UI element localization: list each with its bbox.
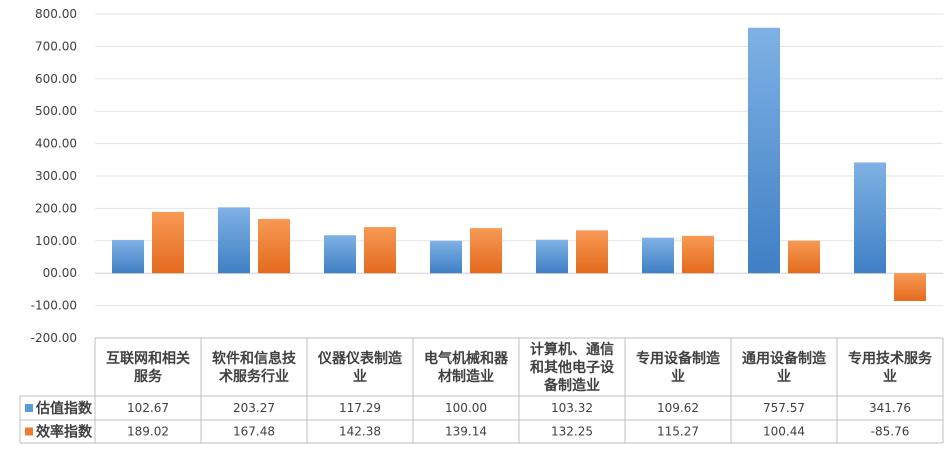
data-value-label: 167.48 [233, 425, 275, 439]
bars [112, 27, 926, 301]
bar-efficiency [258, 218, 290, 274]
series-name: 效率指数 [36, 424, 93, 441]
legend-key-efficiency [25, 427, 33, 436]
data-value-label: 117.29 [339, 401, 381, 415]
bar-efficiency [894, 273, 926, 301]
data-value-label: 139.14 [445, 425, 487, 439]
y-tick-label: 100.00 [35, 234, 77, 248]
category-label: 通用设备制造业 [742, 350, 826, 385]
bar-valuation [642, 237, 674, 274]
series-name: 估值指数 [35, 400, 93, 417]
category-label: 专用设备制造业 [636, 350, 720, 385]
data-value-label: 132.25 [551, 425, 593, 439]
data-value-label: 103.32 [551, 401, 593, 415]
category-label: 计算机、通信和其他电子设备制造业 [530, 341, 615, 394]
data-value-label: 142.38 [339, 425, 381, 439]
data-value-label: 109.62 [657, 401, 699, 415]
y-tick-label: 400.00 [35, 137, 77, 151]
data-value-label: 203.27 [233, 401, 275, 415]
data-value-label: 189.02 [127, 425, 169, 439]
grid-lines [95, 13, 943, 339]
category-label: 专用技术服务业 [848, 350, 933, 385]
y-tick-label: 300.00 [35, 169, 77, 183]
data-table: 互联网和相关服务软件和信息技术服务行业仪器仪表制造业电气机械和器材制造业计算机、… [19, 337, 944, 444]
bar-efficiency [152, 211, 184, 274]
y-axis-ticks: 800.00 700.00 600.00 500.00 400.00 300.00 200.… [31, 7, 77, 345]
y-tick-label: 00.00 [43, 266, 77, 280]
category-label: 仪器仪表制造业 [317, 350, 402, 385]
data-value-label: 100.00 [445, 401, 487, 415]
bar-valuation [112, 239, 144, 274]
bar-efficiency [682, 235, 714, 274]
data-value-label: 341.76 [869, 401, 911, 415]
legend-key-valuation [25, 404, 33, 412]
data-value-label: 757.57 [763, 401, 805, 415]
data-value-label: 102.67 [127, 401, 169, 415]
bar-efficiency [364, 227, 396, 274]
bar-valuation [854, 162, 886, 274]
y-tick-label: 800.00 [35, 7, 77, 21]
data-value-label: 100.44 [763, 425, 805, 439]
data-value-label: 115.27 [657, 425, 699, 439]
bar-valuation [748, 27, 780, 274]
bar-efficiency [470, 228, 502, 274]
bar-valuation [218, 207, 250, 274]
y-tick-label: 600.00 [35, 72, 77, 86]
category-label: 互联网和相关服务 [106, 350, 190, 385]
data-value-label: -85.76 [871, 425, 910, 439]
category-label: 电气机械和器材制造业 [424, 350, 509, 385]
y-tick-label: -100.00 [31, 299, 77, 313]
bar-valuation [430, 240, 462, 274]
bar-efficiency [788, 240, 820, 274]
y-tick-label: 200.00 [35, 201, 77, 215]
category-label: 软件和信息技术服务行业 [212, 350, 297, 385]
y-tick-label: 500.00 [35, 104, 77, 118]
bar-valuation [324, 235, 356, 274]
y-tick-label: -200.00 [31, 331, 77, 345]
bar-efficiency [576, 230, 608, 274]
y-tick-label: 700.00 [35, 39, 77, 53]
bar-valuation [536, 239, 568, 274]
